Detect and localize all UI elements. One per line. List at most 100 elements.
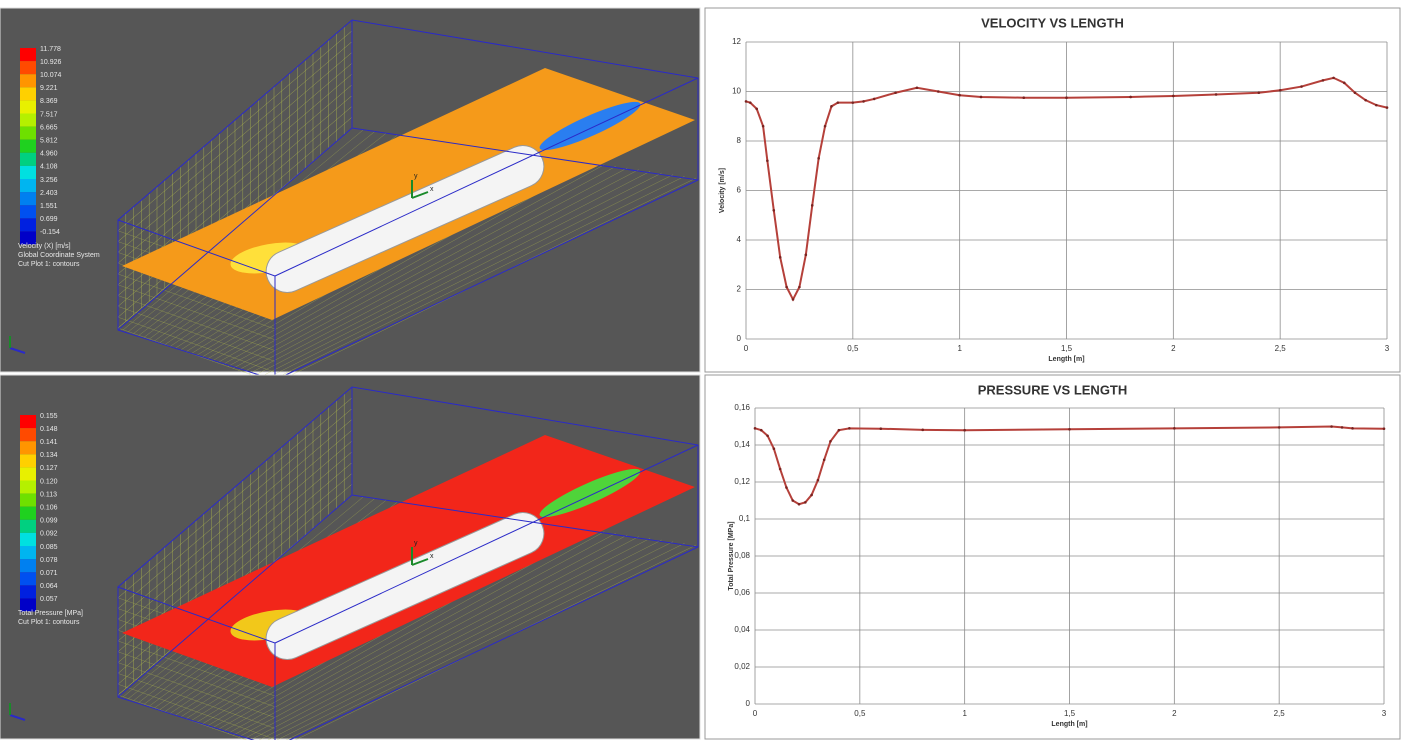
legend-label: 6.665 (40, 124, 58, 131)
legend-swatch (20, 140, 36, 153)
chart: VELOCITY VS LENGTH02468101200,511,522,53… (705, 8, 1400, 372)
data-point (1386, 106, 1389, 109)
legend-swatch (20, 572, 36, 585)
legend-label: 0.155 (40, 413, 58, 420)
legend-label: 4.108 (40, 164, 58, 171)
x-tick-label: 2 (1172, 709, 1177, 718)
y-tick-label: 12 (732, 37, 741, 46)
triad-label: x (430, 553, 434, 560)
data-point (1383, 427, 1386, 430)
data-point (980, 96, 983, 99)
data-point (916, 86, 919, 89)
y-tick-label: 0 (737, 334, 742, 343)
legend-label: -0.154 (40, 229, 60, 236)
legend-label: 0.113 (40, 491, 57, 498)
y-tick-label: 10 (732, 87, 741, 96)
data-point (811, 204, 814, 207)
y-axis-label: Total Pressure [MPa] (728, 521, 735, 590)
data-point (1351, 427, 1354, 430)
screen: yx11.77810.92610.0749.2218.3697.5176.665… (0, 0, 1403, 740)
legend-label: 0.127 (40, 465, 58, 472)
y-tick-label: 0,06 (734, 588, 750, 597)
x-axis-label: Length [m] (1051, 721, 1087, 728)
y-tick-label: 0,02 (734, 662, 750, 671)
legend-swatch (20, 494, 36, 507)
x-tick-label: 2,5 (1275, 344, 1287, 353)
x-tick-label: 0,5 (854, 709, 866, 718)
legend-label: 1.551 (40, 203, 58, 210)
legend-label: 2.403 (40, 190, 58, 197)
data-point (817, 479, 820, 482)
x-tick-label: 1 (957, 344, 962, 353)
y-tick-label: 0,04 (734, 625, 750, 634)
legend-label: 9.221 (40, 85, 58, 92)
legend-label: 0.085 (40, 544, 58, 551)
data-point (1279, 89, 1282, 92)
legend-caption: Cut Plot 1: contours (18, 261, 80, 268)
legend-label: 10.074 (40, 72, 62, 79)
data-point (830, 105, 833, 108)
legend-swatch (20, 415, 36, 428)
data-point (804, 501, 807, 504)
y-tick-label: 4 (737, 235, 742, 244)
legend-caption: Total Pressure [MPa] (18, 610, 83, 617)
data-point (1172, 95, 1175, 98)
data-point (810, 494, 813, 497)
y-tick-label: 0,1 (739, 514, 751, 523)
legend-label: 10.926 (40, 59, 62, 66)
legend-swatch (20, 127, 36, 140)
data-point (958, 94, 961, 97)
legend-swatch (20, 192, 36, 205)
data-point (1068, 428, 1071, 431)
triad-label: x (430, 186, 434, 193)
data-point (921, 429, 924, 432)
data-point (779, 468, 782, 471)
y-tick-label: 0 (746, 699, 751, 708)
legend-label: 0.699 (40, 216, 58, 223)
data-point (937, 90, 940, 93)
chart: PRESSURE VS LENGTH 0 0,02 0,04 0,06 0,08 0,1 0,… (705, 375, 1400, 739)
legend-swatch (20, 585, 36, 598)
legend-swatch (20, 61, 36, 74)
legend-swatch (20, 467, 36, 480)
x-axis-label: Length [m] (1048, 356, 1084, 363)
data-point (848, 427, 851, 430)
data-point (805, 254, 808, 257)
legend-swatch (20, 533, 36, 546)
x-tick-label: 1,5 (1064, 709, 1076, 718)
data-point (1330, 425, 1333, 428)
data-point (824, 125, 827, 128)
data-point (1022, 96, 1025, 99)
legend-label: 0.064 (40, 583, 58, 590)
data-point (785, 286, 788, 289)
data-point (1173, 427, 1176, 430)
legend-label: 7.517 (40, 111, 58, 118)
y-tick-label: 0,12 (734, 477, 750, 486)
legend-swatch (20, 100, 36, 113)
chart-frame (705, 8, 1400, 372)
legend-swatch (20, 48, 36, 61)
chart-title: PRESSURE VS LENGTH (978, 382, 1128, 397)
data-point (792, 298, 795, 301)
data-point (791, 499, 794, 502)
data-point (880, 427, 883, 430)
legend-swatch (20, 205, 36, 218)
x-tick-label: 0 (744, 344, 749, 353)
legend-swatch (20, 218, 36, 231)
legend-swatch (20, 481, 36, 494)
data-point (766, 160, 769, 163)
legend-label: 0.057 (40, 596, 58, 603)
legend-swatch (20, 454, 36, 467)
data-point (1364, 99, 1367, 102)
y-tick-label: 6 (737, 186, 742, 195)
legend-label: 0.092 (40, 531, 58, 538)
legend-swatch (20, 153, 36, 166)
legend-label: 0.071 (40, 570, 58, 577)
triad-label: y (414, 173, 418, 180)
data-point (755, 108, 758, 111)
y-tick-label: 0,08 (734, 551, 750, 560)
triad-label: y (414, 540, 418, 547)
legend-swatch (20, 114, 36, 127)
chart-title: VELOCITY VS LENGTH (981, 15, 1124, 30)
legend-caption: Global Coordinate System (18, 252, 100, 259)
